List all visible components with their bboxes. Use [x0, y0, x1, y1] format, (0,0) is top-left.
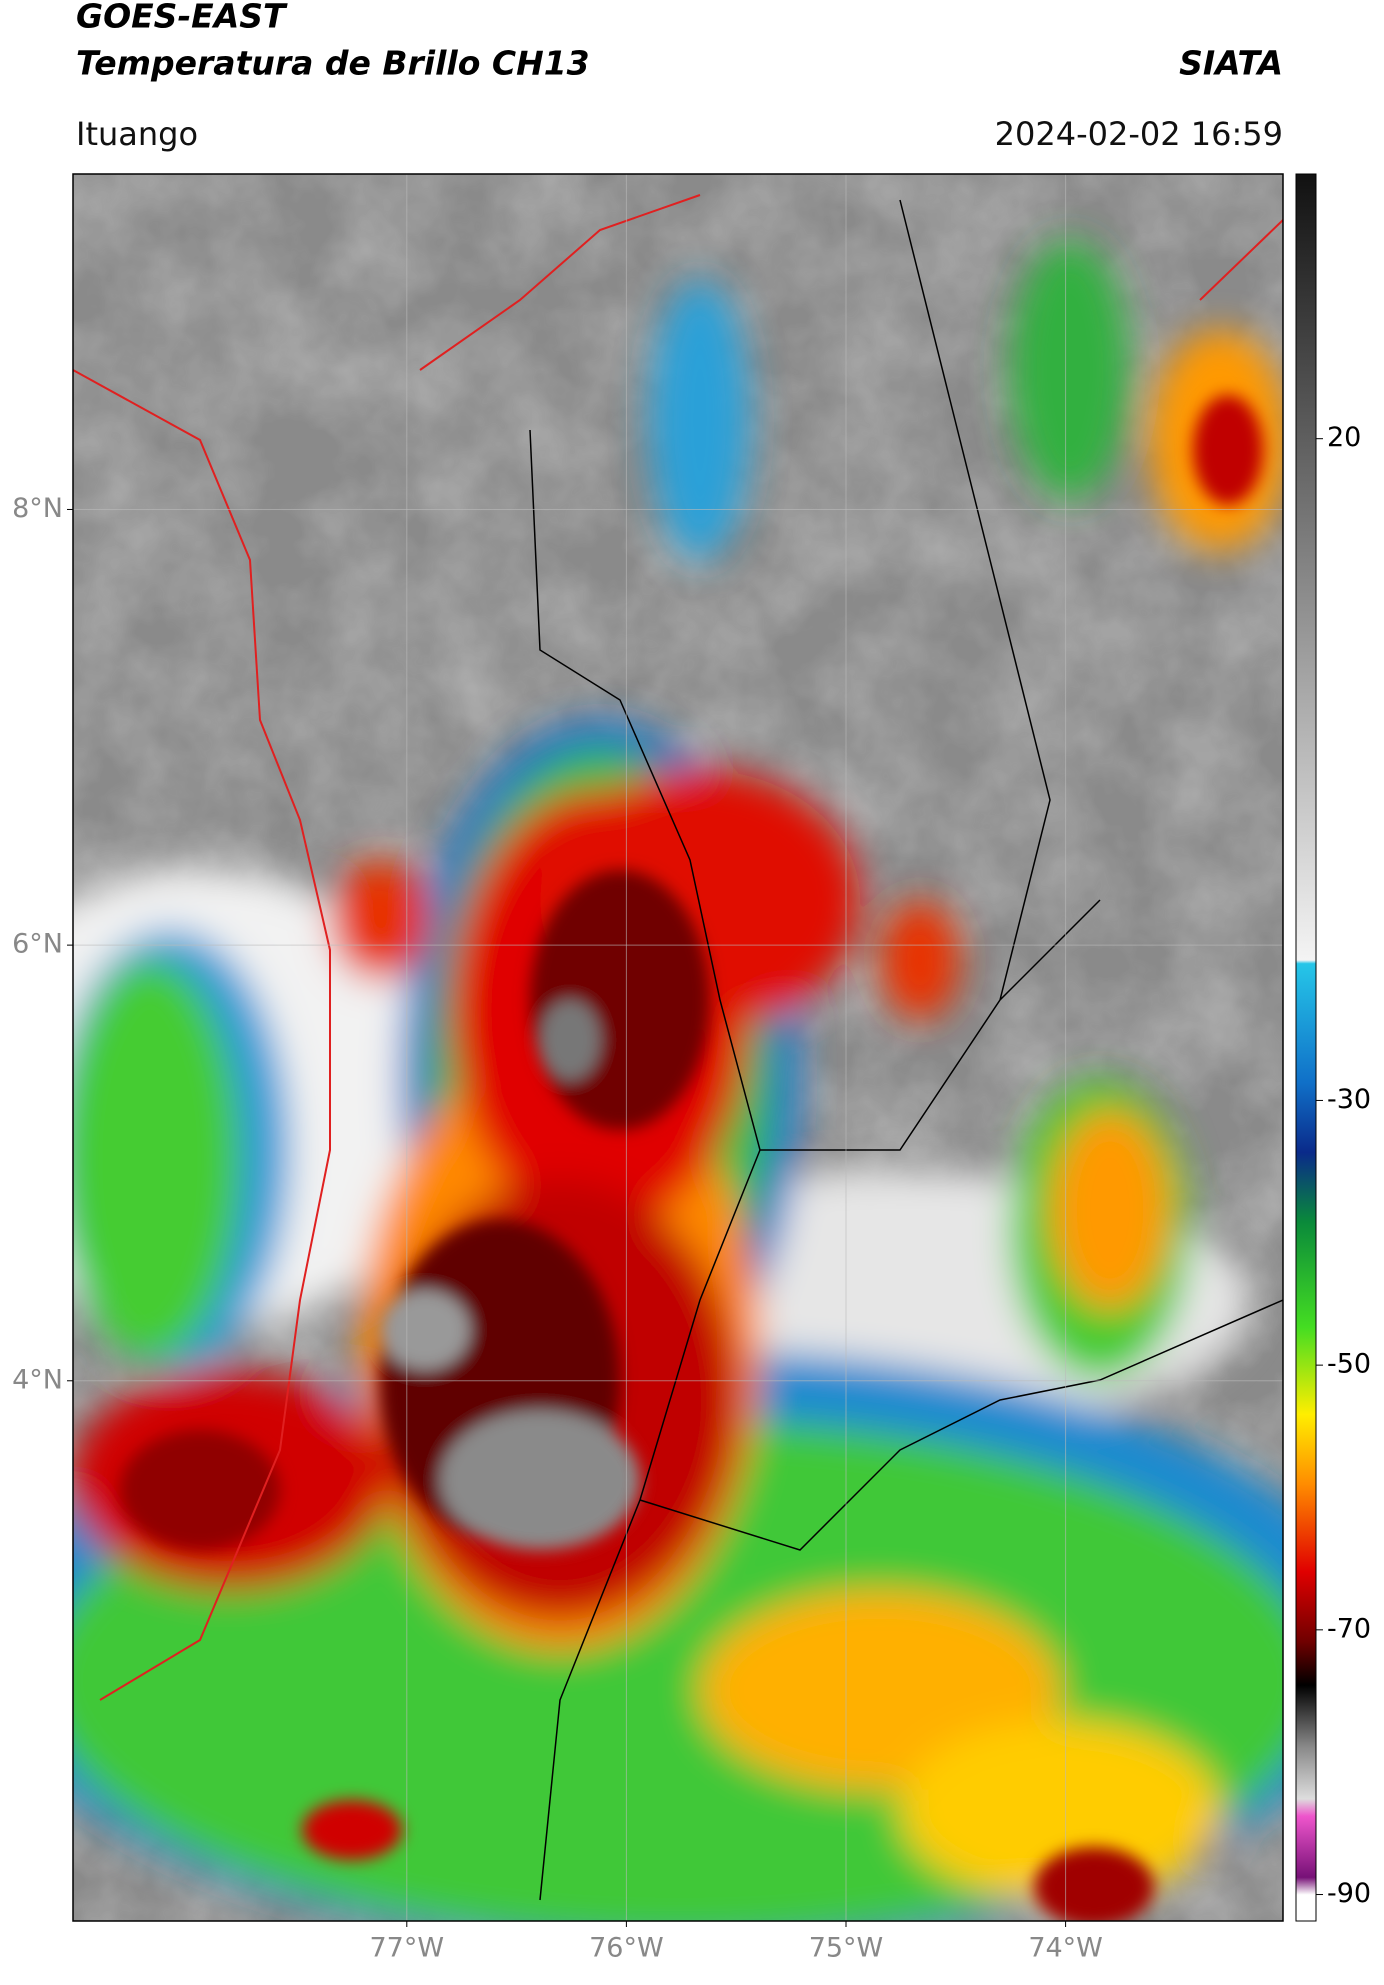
location: Ituango	[76, 115, 198, 153]
map-frame	[72, 173, 1284, 1922]
x-tick-label: 75°W	[809, 1933, 884, 1964]
x-tick-label: 77°W	[370, 1933, 445, 1964]
x-tick-label: 74°W	[1028, 1933, 1103, 1964]
y-tick-label: 4°N	[12, 1364, 63, 1395]
datetime: 2024-02-02 16:59	[995, 115, 1283, 153]
x-tick-label: 76°W	[589, 1933, 664, 1964]
colorbar-tick-label: -70	[1327, 1613, 1371, 1644]
y-tick-label: 8°N	[12, 493, 63, 524]
colorbar-tick-label: -90	[1327, 1878, 1371, 1909]
colorbar-tick-label: -30	[1327, 1084, 1371, 1115]
colorbar-tick-label: 20	[1327, 422, 1361, 453]
subtitle: Temperatura de Brillo CH13	[76, 44, 590, 83]
colorbar-tick-label: -50	[1327, 1349, 1371, 1380]
colorbar	[1295, 173, 1317, 1922]
title: GOES-EAST	[76, 0, 288, 36]
satellite-image	[73, 174, 1283, 1921]
y-tick-label: 6°N	[12, 929, 63, 960]
source: SIATA	[1179, 44, 1283, 83]
